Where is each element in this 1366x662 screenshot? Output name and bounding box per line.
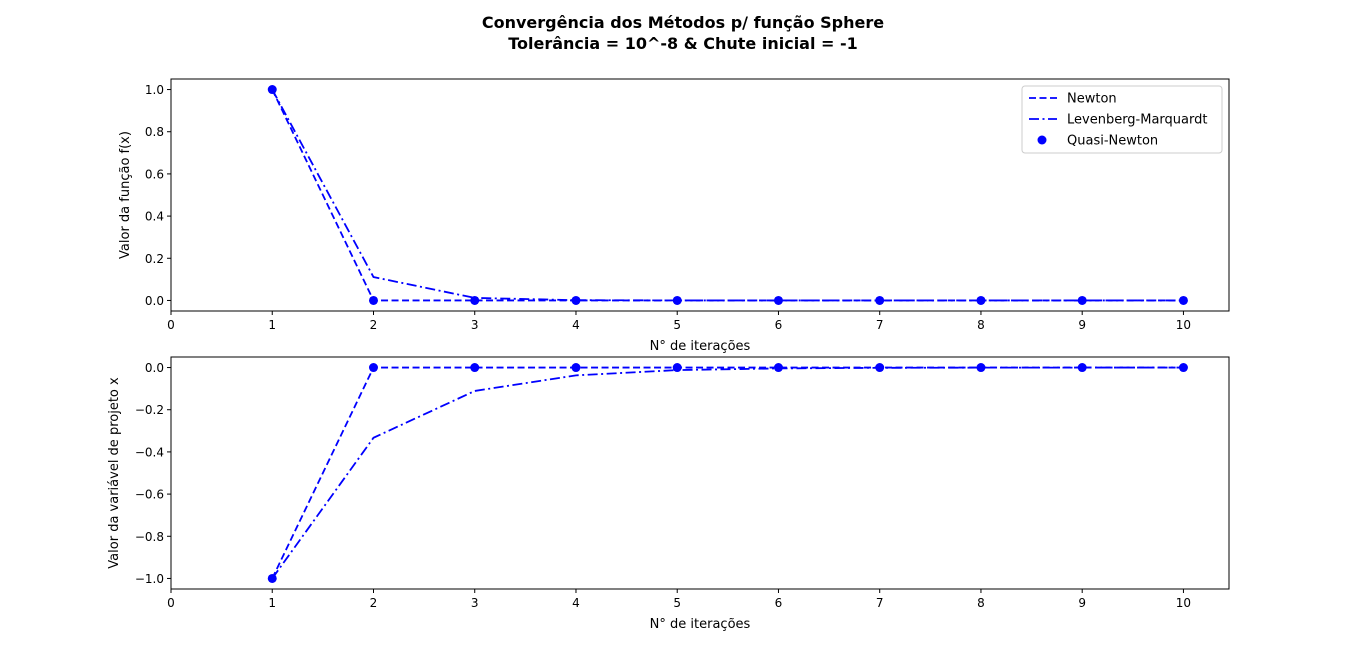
quasi-newton-point [1178, 295, 1188, 305]
quasi-newton-point [672, 295, 682, 305]
x-tick-label: 2 [370, 596, 378, 610]
x-tick-label: 6 [775, 596, 783, 610]
x-tick-label: 4 [572, 596, 580, 610]
legend-label: Quasi-Newton [1067, 134, 1158, 149]
y-tick-label: −1.0 [135, 572, 164, 586]
newton-line [271, 366, 1184, 579]
x-tick-label: 8 [977, 596, 985, 610]
figure-title-line-2: Tolerância = 10^-8 & Chute inicial = -1 [508, 34, 858, 53]
quasi-newton-point [773, 295, 783, 305]
quasi-newton-point [976, 295, 986, 305]
x-tick-label: 10 [1176, 596, 1191, 610]
quasi-newton-point [1077, 295, 1087, 305]
x-tick-label: 0 [167, 596, 175, 610]
y-tick-label: 1.0 [145, 83, 164, 97]
quasi-newton-point [571, 295, 581, 305]
y-tick-label: −0.6 [135, 488, 164, 502]
x-tick-label: 5 [673, 318, 681, 332]
legend-label: Newton [1067, 92, 1117, 107]
quasi-newton-point [470, 363, 480, 373]
x-tick-label: 8 [977, 318, 985, 332]
quasi-newton-point [267, 85, 277, 95]
levenberg-marquardt-line [271, 366, 1184, 579]
quasi-newton-point [875, 363, 885, 373]
y-tick-label: 0.0 [145, 361, 164, 375]
x-axis-label: N° de iterações [650, 339, 751, 354]
x-tick-label: 3 [471, 318, 479, 332]
figure-title-line-1: Convergência dos Métodos p/ função Spher… [482, 13, 884, 32]
y-tick-label: −0.4 [135, 445, 164, 459]
quasi-newton-point [267, 573, 277, 583]
legend-label: Levenberg-Marquardt [1067, 113, 1207, 128]
y-tick-label: −0.8 [135, 530, 164, 544]
quasi-newton-point [1077, 363, 1087, 373]
y-tick-label: −0.2 [135, 403, 164, 417]
x-tick-label: 1 [268, 596, 276, 610]
x-tick-label: 5 [673, 596, 681, 610]
x-tick-label: 9 [1078, 596, 1086, 610]
x-tick-label: 4 [572, 318, 580, 332]
x-tick-label: 9 [1078, 318, 1086, 332]
y-axis-label: Valor da variável de projeto x [107, 377, 122, 569]
legend: Newton Levenberg-Marquardt Quasi-Newton [1021, 85, 1223, 154]
legend-marker-quasi-newton [1037, 135, 1047, 145]
quasi-newton-point [368, 363, 378, 373]
quasi-newton-point [875, 295, 885, 305]
bottom-subplot: 0 1 2 3 4 5 6 7 8 9 10 −1.0 −0.8 −0.6 −0.4 −0.2 0.0 N° de… [107, 356, 1230, 632]
y-tick-label: 0.4 [145, 210, 164, 224]
legend-box [1021, 85, 1223, 154]
x-tick-label: 0 [167, 318, 175, 332]
y-tick-label: 0.0 [145, 294, 164, 308]
quasi-newton-point [470, 295, 480, 305]
quasi-newton-point [571, 363, 581, 373]
x-tick-label: 7 [876, 318, 884, 332]
x-axis-label: N° de iterações [650, 617, 751, 632]
quasi-newton-point [1178, 363, 1188, 373]
x-tick-label: 1 [268, 318, 276, 332]
x-tick-label: 6 [775, 318, 783, 332]
quasi-newton-point [368, 295, 378, 305]
newton-line [271, 89, 1184, 302]
y-tick-label: 0.6 [145, 167, 164, 181]
y-axis-label: Valor da função f(x) [118, 131, 133, 259]
x-tick-label: 3 [471, 596, 479, 610]
y-tick-label: 0.8 [145, 125, 164, 139]
plot-area [170, 356, 1230, 590]
x-tick-label: 7 [876, 596, 884, 610]
quasi-newton-point [976, 363, 986, 373]
x-tick-label: 10 [1176, 318, 1191, 332]
x-tick-label: 2 [370, 318, 378, 332]
top-subplot: 0 1 2 3 4 5 6 7 8 9 10 0.0 0.2 0.4 0.6 0.8 1.0 N° de iter… [118, 78, 1230, 354]
quasi-newton-point [773, 363, 783, 373]
quasi-newton-point [672, 363, 682, 373]
y-tick-label: 0.2 [145, 252, 164, 266]
